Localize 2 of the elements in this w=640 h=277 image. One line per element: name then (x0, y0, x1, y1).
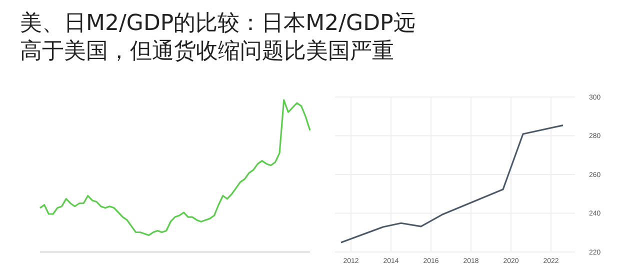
chart-title: 美、日M2/GDP的比较：日本M2/GDP远高于美国，但通货收缩问题比美国严重 (20, 11, 416, 64)
line-series (340, 124, 564, 244)
